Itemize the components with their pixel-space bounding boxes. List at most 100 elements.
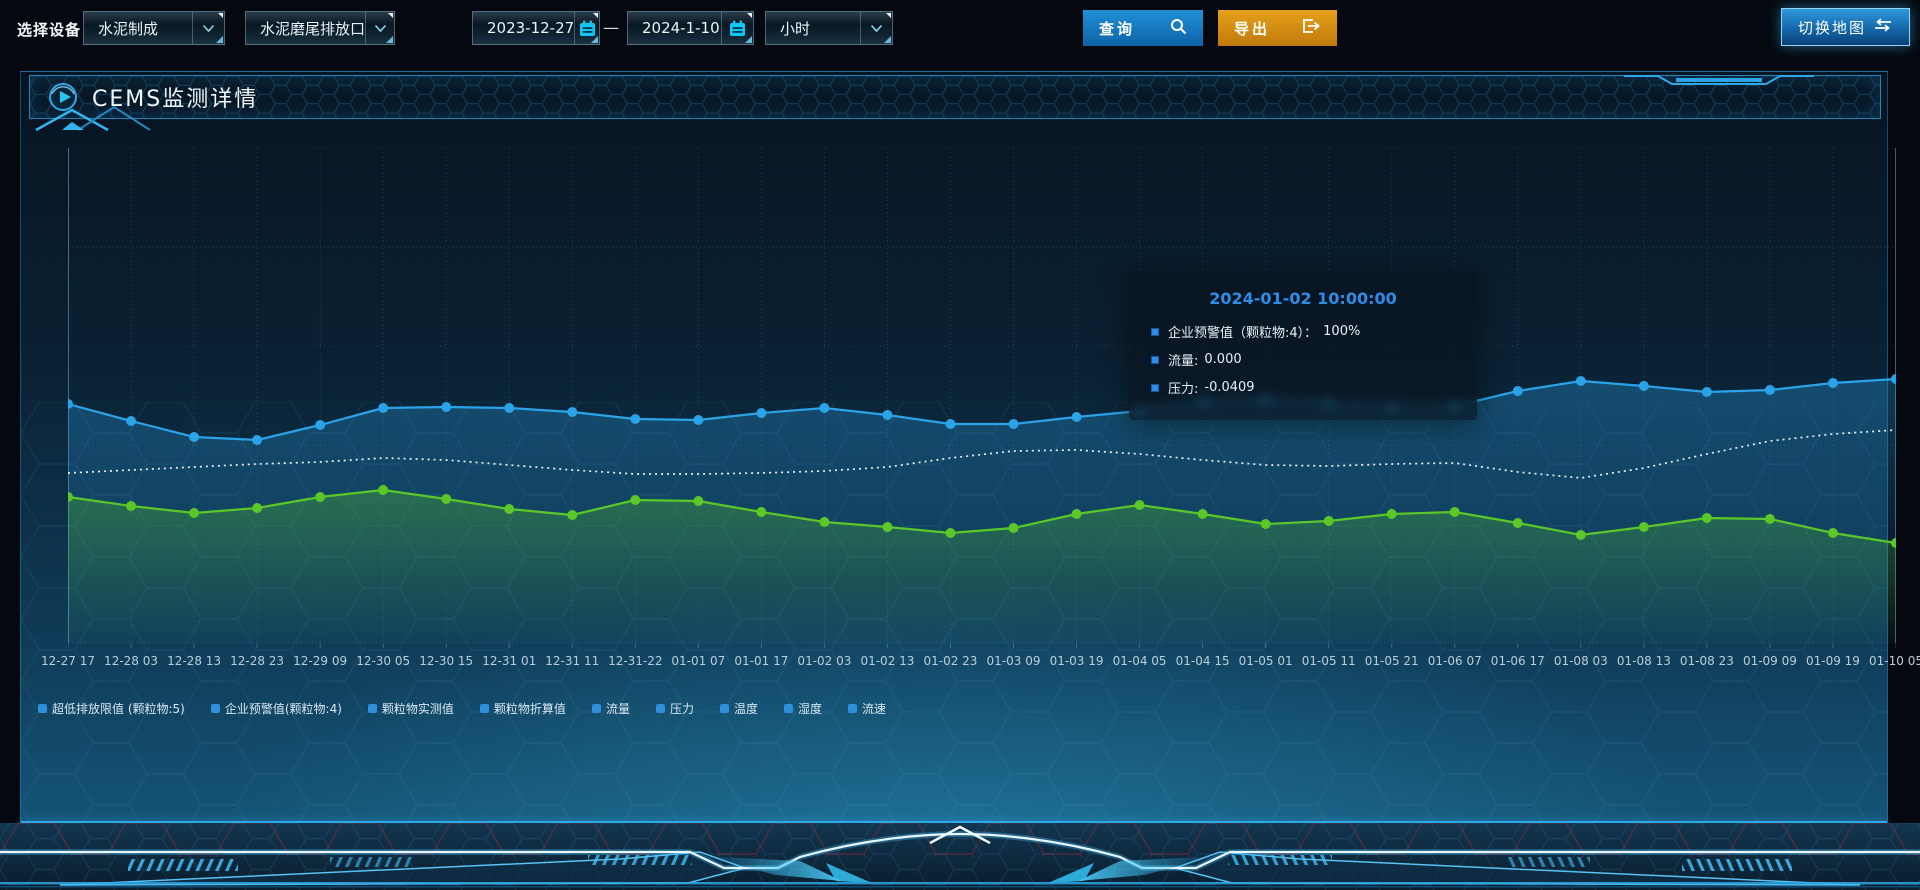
legend-item[interactable]: 湿度 xyxy=(783,700,822,717)
export-button-label: 导出 xyxy=(1234,19,1271,38)
legend-marker-icon xyxy=(38,704,47,713)
export-button[interactable]: 导出 xyxy=(1218,10,1337,46)
x-axis-label: 01-05 11 xyxy=(1301,654,1356,668)
tooltip-row-label: 压力: xyxy=(1168,382,1199,397)
start-date-input[interactable]: 2023-12-27 xyxy=(472,11,600,45)
tooltip-row-value: 0.000 xyxy=(1204,352,1242,367)
calendar-icon xyxy=(721,12,753,44)
chart-tooltip: 2024-01-02 10:00:00 企业预警值（颗粒物:4）： 100% 流… xyxy=(1129,272,1477,420)
panel-header: CEMS监测详情 xyxy=(29,75,1882,132)
x-axis-label: 01-03 09 xyxy=(986,654,1041,668)
tooltip-row-label: 流量: xyxy=(1168,354,1199,369)
legend-marker-icon xyxy=(783,704,793,713)
header-corner-accent xyxy=(35,105,151,132)
x-axis-label: 01-04 05 xyxy=(1112,654,1167,668)
legend-marker-icon xyxy=(848,704,857,713)
x-axis-label: 12-30 05 xyxy=(356,654,411,668)
legend-item[interactable]: 温度 xyxy=(719,700,758,717)
x-axis-label: 01-08 23 xyxy=(1679,654,1734,668)
chevron-down-icon xyxy=(365,12,394,44)
tooltip-series-marker xyxy=(1151,355,1159,364)
x-axis-label: 01-05 21 xyxy=(1364,654,1419,668)
legend-item[interactable]: 企业预警值(颗粒物:4) xyxy=(210,700,342,717)
x-axis-label: 01-05 01 xyxy=(1238,654,1293,668)
x-axis-label: 12-31-22 xyxy=(608,654,663,668)
tooltip-row: 流量: 0.000 xyxy=(1151,350,1455,369)
panel-title: CEMS监测详情 xyxy=(92,87,259,112)
end-date-value: 2024-1-10 xyxy=(642,19,720,37)
hexagon-pattern xyxy=(30,76,1882,120)
x-axis-label: 01-06 07 xyxy=(1427,654,1482,668)
legend-marker-icon xyxy=(591,704,601,713)
x-axis-label: 12-28 13 xyxy=(167,654,222,668)
export-icon xyxy=(1302,18,1321,38)
x-axis-label: 01-03 19 xyxy=(1049,654,1104,668)
device-select-label: 选择设备 xyxy=(17,21,82,39)
x-axis-label: 01-06 17 xyxy=(1490,654,1545,668)
interval-dropdown[interactable]: 小时 xyxy=(765,11,893,45)
x-axis-label: 01-01 17 xyxy=(734,654,789,668)
process-dropdown[interactable]: 水泥制成 xyxy=(83,11,225,45)
tooltip-series-marker xyxy=(1151,327,1159,336)
outlet-dropdown-value: 水泥磨尾排放口 xyxy=(260,19,366,38)
x-axis-label: 12-31 11 xyxy=(545,654,600,668)
x-axis-label: 01-09 19 xyxy=(1805,654,1860,668)
legend-marker-icon xyxy=(719,704,729,713)
x-axis-label: 01-09 09 xyxy=(1742,654,1797,668)
tooltip-row: 企业预警值（颗粒物:4）： 100% xyxy=(1151,322,1455,341)
x-axis-label: 12-28 23 xyxy=(230,654,285,668)
query-button[interactable]: 查询 xyxy=(1083,10,1203,46)
cems-line-chart[interactable] xyxy=(68,148,1896,648)
x-axis-label: 01-01 07 xyxy=(671,654,726,668)
x-axis-label: 12-28 03 xyxy=(104,654,159,668)
x-axis-label: 01-02 23 xyxy=(923,654,978,668)
calendar-icon xyxy=(574,12,599,44)
tooltip-row-value: -0.0409 xyxy=(1204,380,1255,395)
x-axis-label: 01-02 03 xyxy=(797,654,852,668)
end-date-input[interactable]: 2024-1-10 xyxy=(627,11,754,45)
x-axis-label: 12-31 01 xyxy=(482,654,537,668)
x-axis-label: 01-04 15 xyxy=(1175,654,1230,668)
x-axis-label: 01-08 13 xyxy=(1616,654,1671,668)
cems-detail-panel: CEMS监测详情 12-27 17 12-28 03 12-28 13 12-28 2… xyxy=(20,71,1920,823)
x-axis-label: 01-10 05 xyxy=(1869,654,1920,668)
chart-legend: 超低排放限值 (颗粒物:5) 企业预警值(颗粒物:4) 颗粒物实测值 颗粒物折算值 流量… xyxy=(38,700,886,717)
legend-item[interactable]: 颗粒物实测值 xyxy=(367,700,454,717)
x-axis-label: 12-30 15 xyxy=(419,654,474,668)
legend-marker-icon xyxy=(367,704,377,713)
tooltip-series-marker xyxy=(1151,383,1159,392)
legend-item[interactable]: 流量 xyxy=(591,700,630,717)
footer-decoration xyxy=(0,823,1920,890)
legend-item[interactable]: 颗粒物折算值 xyxy=(479,700,566,717)
interval-dropdown-value: 小时 xyxy=(780,19,811,38)
legend-item[interactable]: 流速 xyxy=(848,700,886,717)
legend-marker-icon xyxy=(210,704,220,713)
tooltip-row-label: 企业预警值（颗粒物:4）： xyxy=(1168,326,1318,341)
legend-marker-icon xyxy=(479,704,489,713)
x-axis-label: 01-08 03 xyxy=(1553,654,1608,668)
switch-map-button-label: 切换地图 xyxy=(1798,18,1867,37)
x-axis-label: 01-02 13 xyxy=(860,654,915,668)
play-icon xyxy=(48,82,78,112)
legend-item[interactable]: 超低排放限值 (颗粒物:5) xyxy=(38,700,185,717)
start-date-value: 2023-12-27 xyxy=(487,19,575,37)
legend-item[interactable]: 压力 xyxy=(655,700,694,717)
legend-marker-icon xyxy=(655,704,665,713)
query-button-label: 查询 xyxy=(1099,19,1136,38)
search-icon xyxy=(1170,18,1187,39)
outlet-dropdown[interactable]: 水泥磨尾排放口 xyxy=(245,11,395,45)
process-dropdown-value: 水泥制成 xyxy=(98,19,159,38)
x-axis-label: 12-27 17 xyxy=(41,654,95,668)
swap-icon xyxy=(1873,18,1893,36)
x-axis-labels: 12-27 17 12-28 03 12-28 13 12-28 23 12-29 09… xyxy=(41,654,1920,670)
x-axis-label: 12-29 09 xyxy=(293,654,348,668)
chevron-down-icon xyxy=(192,12,224,44)
date-range-separator: — xyxy=(603,18,619,37)
chevron-down-icon xyxy=(860,12,892,44)
tooltip-row: 压力: -0.0409 xyxy=(1151,378,1455,397)
tooltip-row-value: 100% xyxy=(1323,324,1361,339)
switch-map-button[interactable]: 切换地图 xyxy=(1781,8,1910,46)
tooltip-timestamp: 2024-01-02 10:00:00 xyxy=(1209,289,1397,308)
header-notch-decoration xyxy=(1624,75,1814,85)
